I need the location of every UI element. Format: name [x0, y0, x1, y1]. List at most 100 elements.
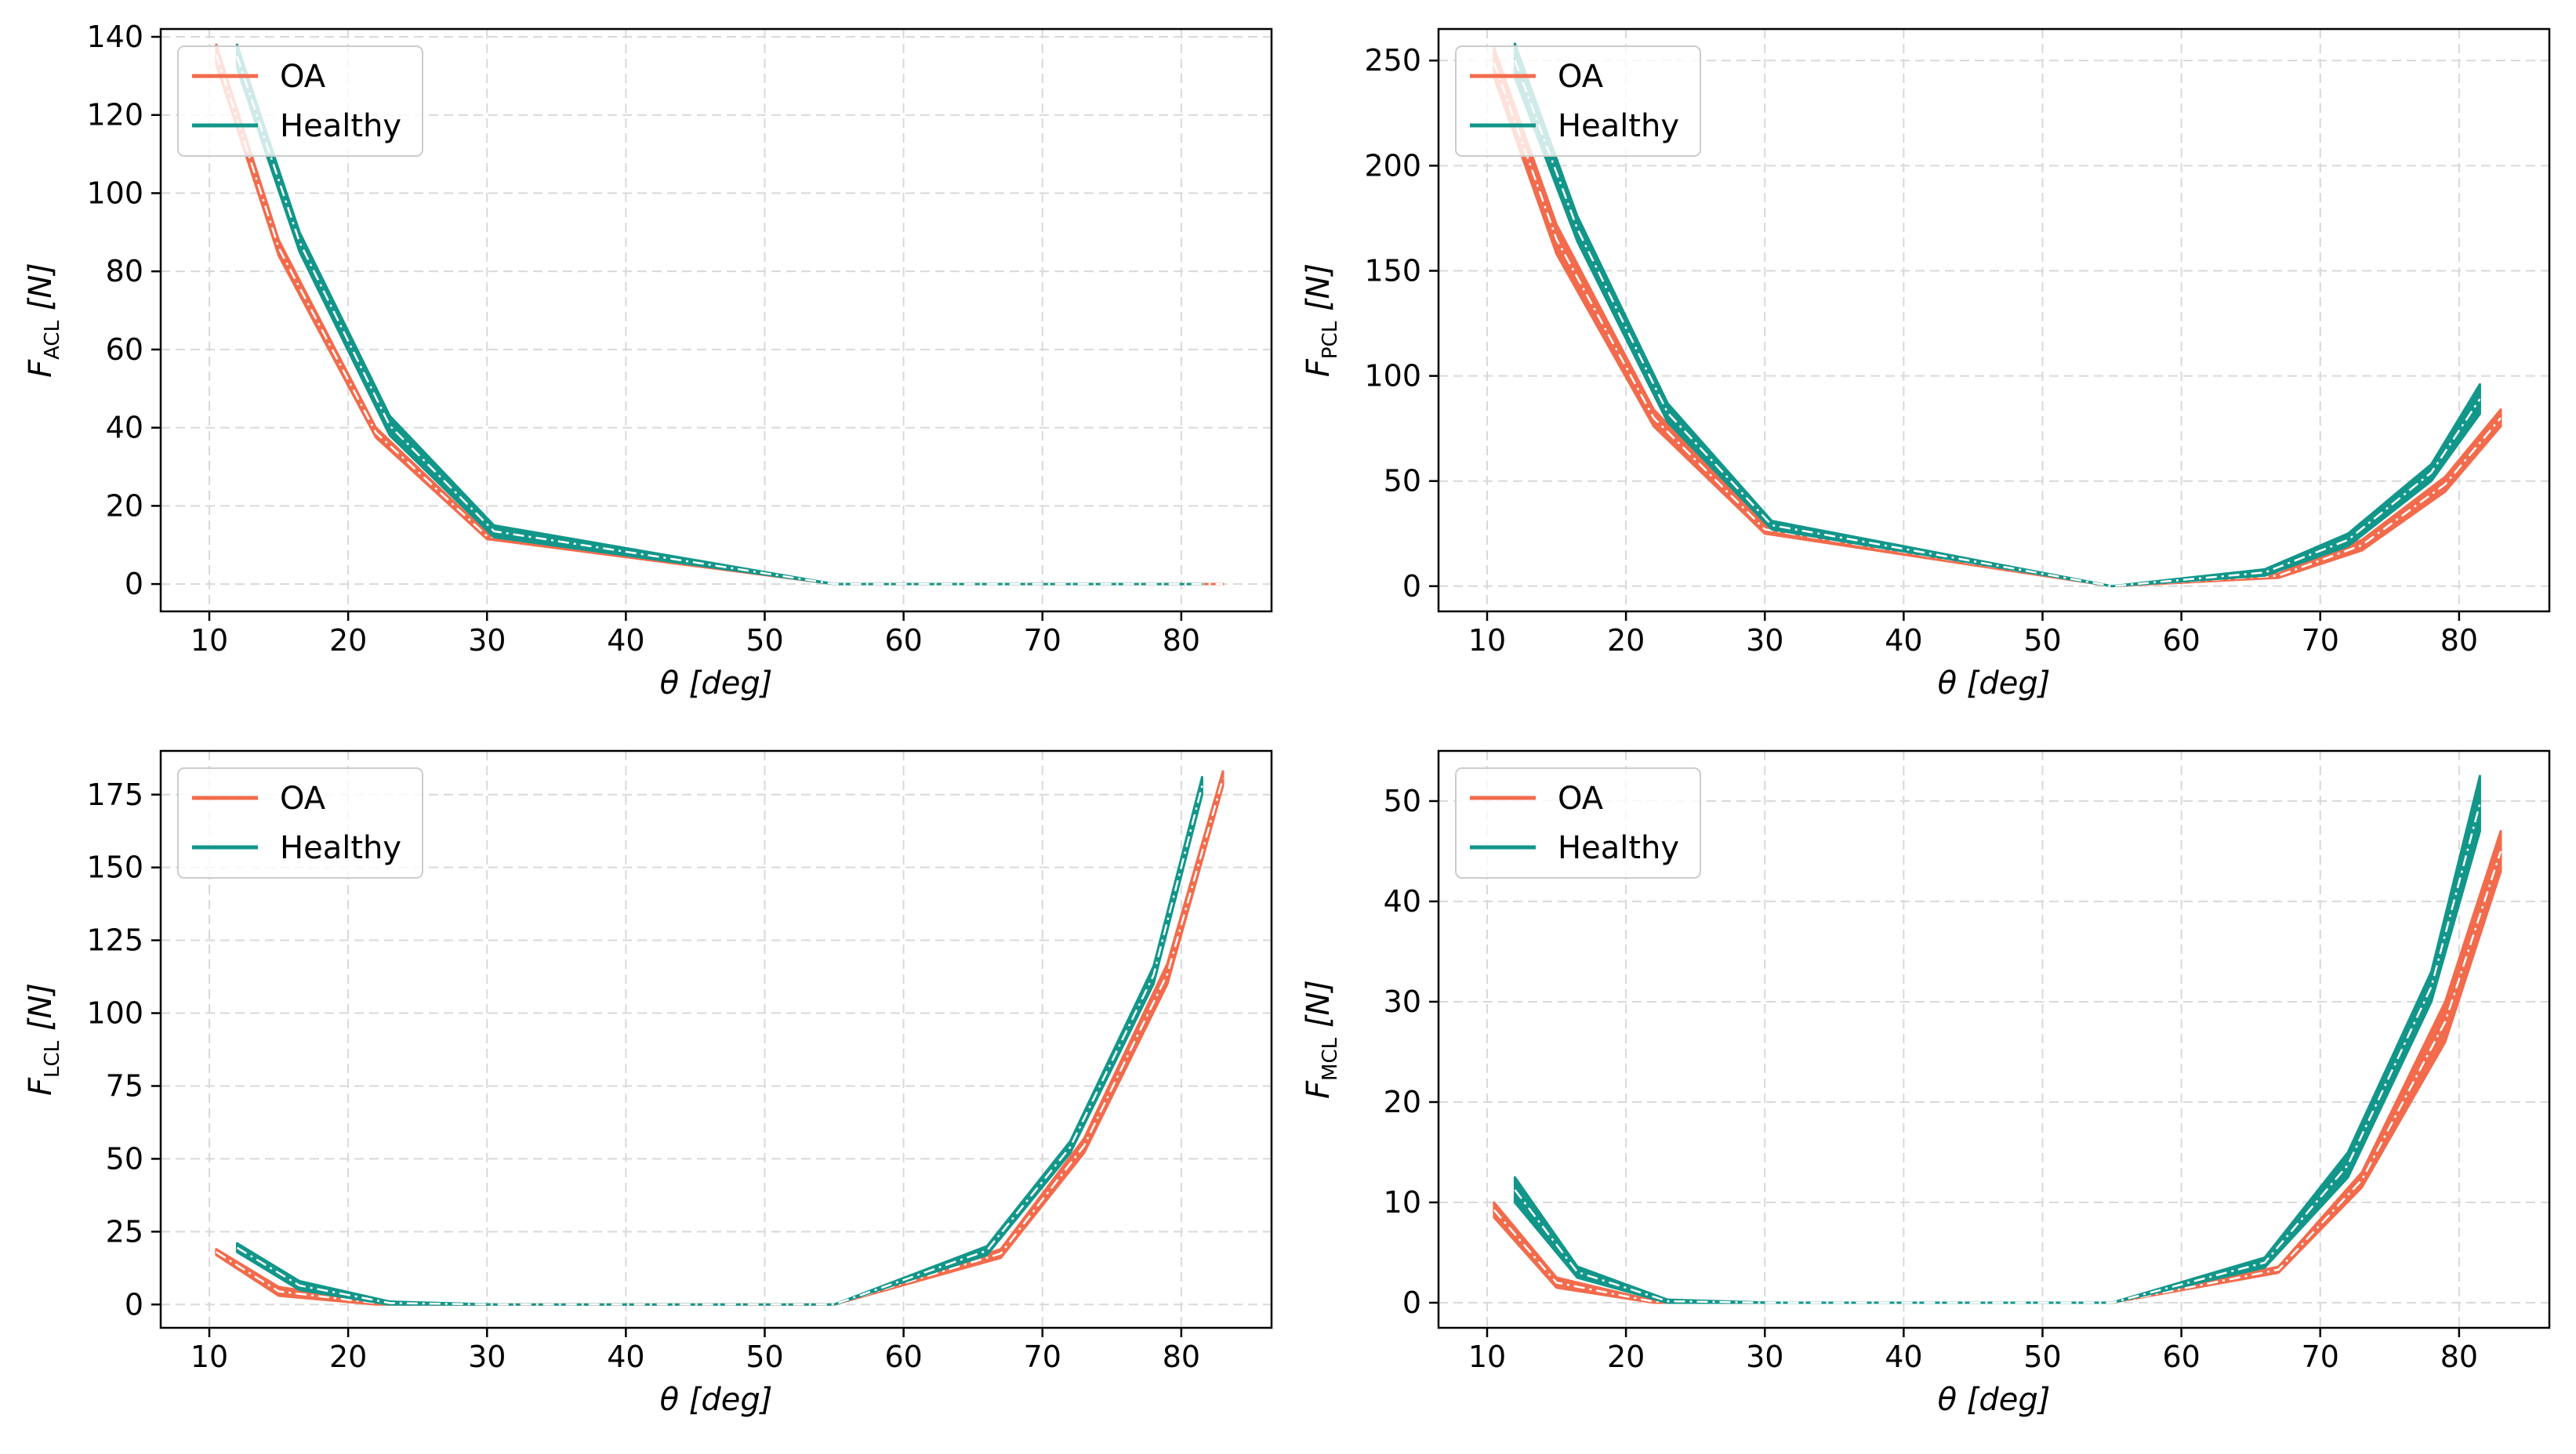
x-axis-label-symbol: θ: [660, 665, 689, 702]
axes-frame: [1437, 749, 2551, 1329]
legend-label-oa: OA: [1558, 781, 1604, 817]
y-tick-label: 100: [86, 176, 143, 210]
x-tick-label: 20: [329, 1340, 367, 1374]
series-band-healthy: [1513, 42, 2481, 588]
legend-label-healthy: Healthy: [1558, 830, 1679, 866]
x-axis-label-symbol: θ: [660, 1382, 689, 1418]
x-axis-label: θ [deg]: [1938, 1382, 2051, 1418]
y-tick-label: 20: [1384, 1085, 1421, 1119]
legend: OA Healthy: [1455, 767, 1701, 879]
legend-box: [177, 45, 423, 157]
x-axis-label-symbol: θ: [1938, 1382, 1967, 1418]
legend: OA Healthy: [177, 45, 423, 157]
y-tick-label: 150: [86, 850, 143, 885]
y-axis-label: FLCL [N]: [23, 983, 64, 1096]
x-tick-label: 70: [2302, 1340, 2339, 1374]
y-axis-label-subscript: LCL: [41, 1040, 64, 1078]
legend-label-healthy: Healthy: [1558, 108, 1679, 144]
y-tick-label: 140: [86, 20, 143, 54]
legend-label-healthy: Healthy: [280, 830, 401, 866]
x-tick-label: 10: [190, 623, 228, 658]
y-tick-label: 10: [1384, 1185, 1421, 1220]
series-centerline-oa: [1493, 850, 2502, 1304]
x-tick-label: 30: [1746, 1340, 1783, 1374]
y-tick-label: 80: [106, 254, 143, 288]
y-tick-label: 250: [1364, 43, 1421, 78]
x-tick-label: 20: [329, 623, 367, 658]
y-tick-label: 0: [125, 1287, 143, 1322]
y-axis-label-unit: [N]: [23, 983, 59, 1041]
x-tick-label: 50: [746, 623, 783, 658]
y-tick-label: 40: [1384, 884, 1421, 919]
x-tick-label: 30: [468, 1340, 506, 1374]
y-axis-label-subscript: ACL: [41, 320, 64, 359]
y-axis-label: FACL [N]: [23, 263, 64, 378]
y-tick-label: 40: [106, 411, 143, 445]
y-tick-label: 50: [1384, 464, 1421, 499]
y-tick-label: 20: [106, 488, 143, 523]
x-tick-label: 60: [884, 1340, 922, 1374]
legend-label-oa: OA: [280, 59, 326, 95]
x-axis-label-unit: [deg]: [689, 665, 773, 702]
legend: OA Healthy: [1455, 45, 1701, 157]
y-axis-label-unit: [N]: [23, 263, 59, 321]
x-tick-label: 80: [1163, 1340, 1200, 1374]
x-tick-label: 30: [468, 623, 506, 658]
x-tick-label: 80: [2440, 1340, 2478, 1374]
y-axis-label-subscript: PCL: [1319, 321, 1342, 359]
axes-frame: [159, 749, 1273, 1329]
legend: OA Healthy: [177, 767, 423, 879]
x-tick-label: 60: [2162, 1340, 2200, 1374]
y-axis-label: FMCL [N]: [1301, 980, 1342, 1099]
x-tick-label: 60: [2162, 623, 2200, 658]
legend-label-oa: OA: [1558, 59, 1604, 95]
y-tick-label: 0: [1402, 569, 1421, 604]
x-tick-label: 60: [884, 623, 922, 658]
series-centerline-healthy: [1514, 803, 2481, 1304]
x-tick-label: 70: [2302, 623, 2339, 658]
y-tick-label: 30: [1384, 984, 1421, 1019]
x-tick-label: 10: [1468, 623, 1506, 658]
panel-pcl-chart: 10 20 30 40 50 60 70 80 0 50 100 150 200 250 θ [deg] FP…: [1301, 27, 2551, 702]
y-tick-label: 0: [1402, 1285, 1421, 1320]
legend-label-oa: OA: [280, 781, 326, 817]
panel-mcl-chart: 10 20 30 40 50 60 70 80 0 10 20 30 40 50 θ [deg] FMCL […: [1301, 749, 2551, 1418]
x-tick-label: 40: [1885, 623, 1922, 658]
y-axis-label-symbol: F: [1301, 1080, 1337, 1099]
legend-box: [177, 767, 423, 879]
x-tick-label: 50: [2023, 1340, 2061, 1374]
panel-lcl-chart: 10 20 30 40 50 60 70 80 0 25 50 75 100 125 150 175 θ [de…: [23, 749, 1273, 1418]
y-tick-label: 25: [106, 1214, 143, 1249]
y-tick-label: 75: [106, 1068, 143, 1103]
y-axis-label-symbol: F: [23, 359, 59, 378]
y-axis-label-subscript: MCL: [1319, 1037, 1342, 1081]
x-tick-label: 40: [607, 623, 644, 658]
y-tick-label: 200: [1364, 148, 1421, 183]
x-tick-label: 20: [1607, 1340, 1645, 1374]
x-tick-label: 70: [1024, 1340, 1061, 1374]
y-axis-label-unit: [N]: [1301, 263, 1337, 321]
x-tick-label: 10: [190, 1340, 228, 1374]
x-axis-label: θ [deg]: [1938, 665, 2051, 702]
x-tick-label: 40: [607, 1340, 644, 1374]
series-centerline-oa: [1493, 62, 2502, 588]
x-tick-label: 10: [1468, 1340, 1506, 1374]
x-tick-label: 80: [2440, 623, 2478, 658]
y-axis-label-symbol: F: [1301, 358, 1337, 377]
x-axis-label: θ [deg]: [660, 1382, 773, 1418]
x-tick-label: 70: [1024, 623, 1061, 658]
x-axis-label-unit: [deg]: [1967, 1382, 2051, 1418]
x-axis-label-symbol: θ: [1938, 665, 1967, 702]
y-tick-label: 175: [86, 778, 143, 812]
series-centerline-healthy: [236, 56, 1203, 586]
x-tick-label: 80: [1163, 623, 1200, 658]
x-tick-label: 30: [1746, 623, 1783, 658]
axes-frame: [1437, 27, 2551, 613]
legend-label-healthy: Healthy: [280, 108, 401, 144]
x-tick-label: 50: [2023, 623, 2061, 658]
y-tick-label: 0: [125, 567, 143, 601]
x-axis-label: θ [deg]: [660, 665, 773, 702]
axes-frame: [159, 27, 1273, 613]
y-axis-label-symbol: F: [23, 1077, 59, 1096]
